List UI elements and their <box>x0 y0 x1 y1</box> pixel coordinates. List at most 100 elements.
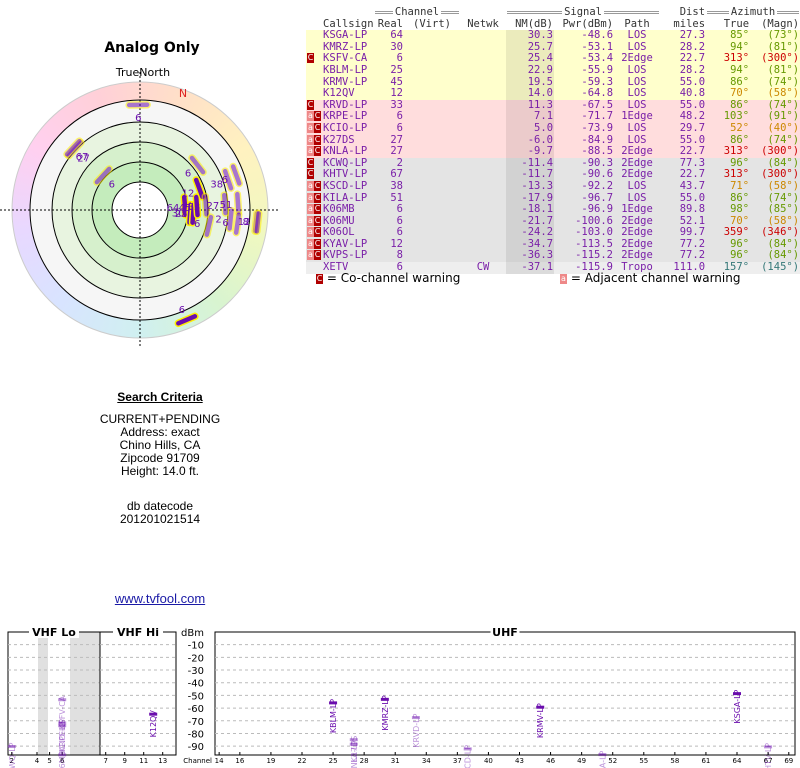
x-tick-label: 19 <box>266 757 275 765</box>
cell-pwr: -96.9 <box>581 204 614 216</box>
cell-pwr: -100.6 <box>575 215 614 227</box>
y-tick-label: -70 <box>188 717 204 728</box>
cell-virt <box>404 100 460 112</box>
station-callsign: KHTV-LP <box>764 743 773 768</box>
cell-callsign: KRMV-LP <box>323 76 368 88</box>
station-label: 12 <box>182 189 195 200</box>
cell-dist: 77.3 <box>679 157 706 169</box>
panel-label-bg <box>490 626 520 638</box>
cell-netwk <box>460 169 506 181</box>
x-tick-label: 40 <box>484 757 493 765</box>
cell-real: 25 <box>390 64 403 76</box>
cell-true: 313° <box>723 146 750 158</box>
cell-true: 96° <box>730 157 750 169</box>
cell-netwk <box>460 88 506 100</box>
flag-cell: C <box>306 157 322 170</box>
station-bar <box>380 697 389 701</box>
cell-magn: (58°) <box>767 215 800 227</box>
cell-true: 70° <box>730 215 750 227</box>
group-header: Dist <box>679 7 706 18</box>
cell-real: 6 <box>396 111 403 123</box>
cell-path: 1Edge <box>621 204 653 216</box>
y-tick-label: -60 <box>188 704 204 715</box>
table-row: a C KILA-LP 51 -17.9 -96.7 LOS 55.0 86° (74°) <box>306 192 800 205</box>
cell-callsign: K06MB <box>323 204 355 216</box>
cell-magn: (58°) <box>767 180 800 192</box>
x-tick-label: 43 <box>515 757 524 765</box>
station-callsign: K06MB <box>58 751 67 768</box>
cell-virt <box>404 204 460 216</box>
cell-callsign: XETV <box>323 262 349 274</box>
cell-dist: 111.0 <box>673 262 706 274</box>
cell-true: 359° <box>723 227 750 239</box>
cell-real: 6 <box>396 262 403 274</box>
cell-magn: (84°) <box>767 157 800 169</box>
station-marker <box>220 191 230 217</box>
station-bar <box>349 738 358 742</box>
cell-pwr: -64.8 <box>581 88 614 100</box>
station-label: 6 <box>194 219 200 230</box>
cell-real: 8 <box>396 250 403 262</box>
search-line: Zipcode 91709 <box>120 451 200 465</box>
station-callsign: KSCD-LP <box>464 745 473 768</box>
station-label: 6 <box>135 113 141 124</box>
cell-netwk <box>460 181 506 193</box>
cell-virt <box>404 111 460 123</box>
cell-netwk <box>460 100 506 112</box>
cell-dist: 43.7 <box>679 180 706 192</box>
cell-magn: (74°) <box>767 76 800 88</box>
site-link[interactable]: www.tvfool.com <box>114 591 206 606</box>
cell-real: 6 <box>396 227 403 239</box>
x-tick-label: 13 <box>158 757 167 765</box>
station-label: 2 <box>215 214 221 225</box>
cell-true: 96° <box>730 238 750 250</box>
x-tick-label: 52 <box>608 757 617 765</box>
station-marker <box>225 206 236 233</box>
station-label: 8 <box>243 217 249 228</box>
cell-virt <box>404 30 460 42</box>
station-marker <box>174 312 199 328</box>
x-tick-label: 46 <box>546 757 555 765</box>
table: Channel Signal Dist Azimuth Callsign Rea… <box>306 7 800 274</box>
cell-magn: (74°) <box>767 192 800 204</box>
cell-virt <box>404 181 460 193</box>
station-table: Channel Signal Dist Azimuth Callsign Rea… <box>306 7 800 274</box>
cell-callsign: KMRZ-LP <box>323 41 368 53</box>
x-tick-label: 67 <box>764 757 773 765</box>
cell-magn: (145°) <box>761 262 800 274</box>
polar-title: Analog Only <box>104 40 199 56</box>
station-label: 12 <box>238 217 251 228</box>
cell-netwk <box>460 111 506 123</box>
warning-flag: C <box>314 238 321 249</box>
cell-pwr: -53.4 <box>581 53 614 65</box>
x-tick-label: 37 <box>453 757 462 765</box>
station-marker <box>93 165 113 186</box>
legend-text: = Adjacent channel warning <box>570 271 741 285</box>
cell-netwk <box>460 227 506 239</box>
station-bar <box>58 724 67 728</box>
cell-real: 67 <box>390 169 403 181</box>
cell-path: LOS <box>627 192 647 204</box>
station-label: 67 <box>76 152 89 163</box>
warning-flag: C <box>307 169 314 180</box>
warning-flag: C <box>307 99 314 110</box>
warning-flag: a <box>307 250 314 261</box>
cell-dist: 77.2 <box>679 250 706 262</box>
x-tick-label: 4 <box>35 757 40 765</box>
cell-virt <box>404 123 460 135</box>
cell-netwk: CW <box>476 262 490 274</box>
y-tick-label: -40 <box>188 679 204 690</box>
search-line: Address: exact <box>120 425 200 439</box>
cell-netwk <box>460 216 506 228</box>
cell-pwr: -71.7 <box>581 111 614 123</box>
warning-flag: a <box>307 192 314 203</box>
cell-virt <box>404 250 460 262</box>
